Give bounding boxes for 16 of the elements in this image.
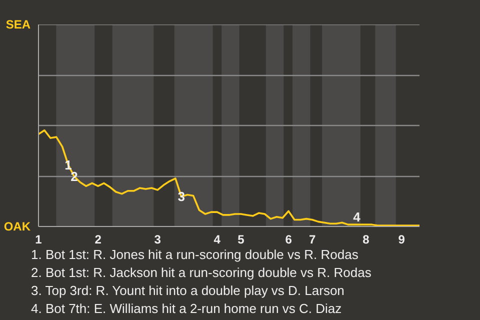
annotation: 4	[353, 210, 362, 225]
x-tick-label: 5	[238, 232, 245, 246]
text: OAK	[4, 220, 31, 234]
x-tick-label: 3	[154, 232, 162, 246]
x-tick-label: 2	[94, 232, 102, 246]
text: 1. Bot 1st: R. Jones hit a run-scoring double vs R. Rodas	[31, 247, 358, 262]
x-tick-label: 4	[214, 232, 221, 246]
x-tick-label: 1	[35, 232, 42, 246]
x-tick-label: 9	[398, 232, 406, 246]
x-tick-label: 8	[362, 232, 370, 246]
text: 2. Bot 1st: R. Jackson hit a run-scoring double vs R. Rodas	[31, 265, 372, 280]
x-tick-label: 6	[285, 232, 292, 246]
text: 3. Top 3rd: R. Yount hit into a double play vs D. Larson	[31, 283, 344, 298]
text: SEA	[6, 18, 31, 32]
x-tick-label: 7	[309, 232, 316, 246]
text: 4. Bot 7th: E. Williams hit a 2-run home run vs C. Diaz	[31, 301, 342, 316]
